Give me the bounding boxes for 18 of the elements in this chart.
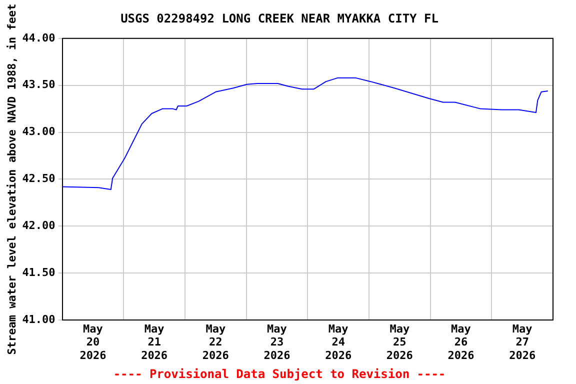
- y-tick-label: 42.00: [22, 218, 56, 232]
- y-tick-label: 43.00: [22, 125, 56, 138]
- y-tick-label: 41.00: [22, 312, 56, 326]
- text: ---- Provisional Data Subject to Revision ----: [113, 366, 446, 381]
- y-tick-label: 44.00: [22, 31, 56, 44]
- y-tick-label: 43.50: [22, 78, 56, 92]
- y-tick-label: 42.50: [22, 172, 56, 186]
- x-tick-label: May 26 2026: [448, 322, 475, 362]
- y-axis-title: Stream water level elevation above NAVD 1988, in feet: [5, 4, 18, 355]
- y-tick-label: 41.50: [22, 266, 56, 279]
- x-tick-label: May 23 2026: [264, 322, 291, 362]
- chart-title: USGS 02298492 LONG CREEK NEAR MYAKKA CITY FL: [120, 11, 438, 26]
- x-tick-label: May 20 2026: [80, 322, 107, 362]
- x-tick-label: May 21 2026: [141, 322, 168, 362]
- x-tick-label: May 27 2026: [509, 322, 536, 362]
- x-tick-label: May 22 2026: [202, 322, 230, 362]
- x-tick-label: May 24 2026: [325, 322, 352, 362]
- x-tick-label: May 25 2026: [386, 322, 414, 362]
